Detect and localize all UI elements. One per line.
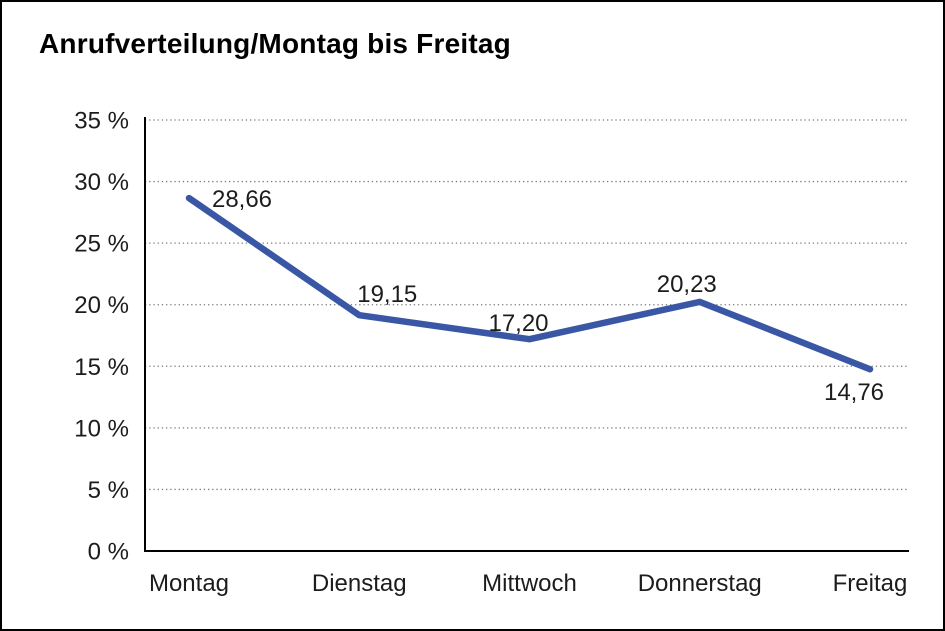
y-tick-label: 0 % [88, 539, 129, 566]
x-tick-label: Mittwoch [482, 570, 577, 597]
data-value-label: 14,76 [824, 379, 884, 406]
data-value-label: 17,20 [488, 310, 548, 337]
data-value-label: 28,66 [212, 186, 272, 213]
y-tick-label: 35 % [74, 108, 129, 135]
y-tick-label: 10 % [74, 415, 129, 442]
data-value-label: 20,23 [657, 271, 717, 298]
chart-title: Anrufverteilung/Montag bis Freitag [39, 28, 511, 59]
y-tick-label: 30 % [74, 169, 129, 196]
x-tick-label: Donnerstag [638, 570, 762, 597]
y-tick-label: 5 % [88, 477, 129, 504]
x-tick-label: Montag [149, 570, 229, 597]
data-value-label: 19,15 [357, 281, 417, 308]
data-line [185, 194, 874, 373]
y-tick-label: 20 % [74, 292, 129, 319]
x-tick-label: Dienstag [312, 570, 407, 597]
x-tick-label: Freitag [833, 570, 908, 597]
y-tick-label: 25 % [74, 231, 129, 258]
y-tick-label: 15 % [74, 354, 129, 381]
